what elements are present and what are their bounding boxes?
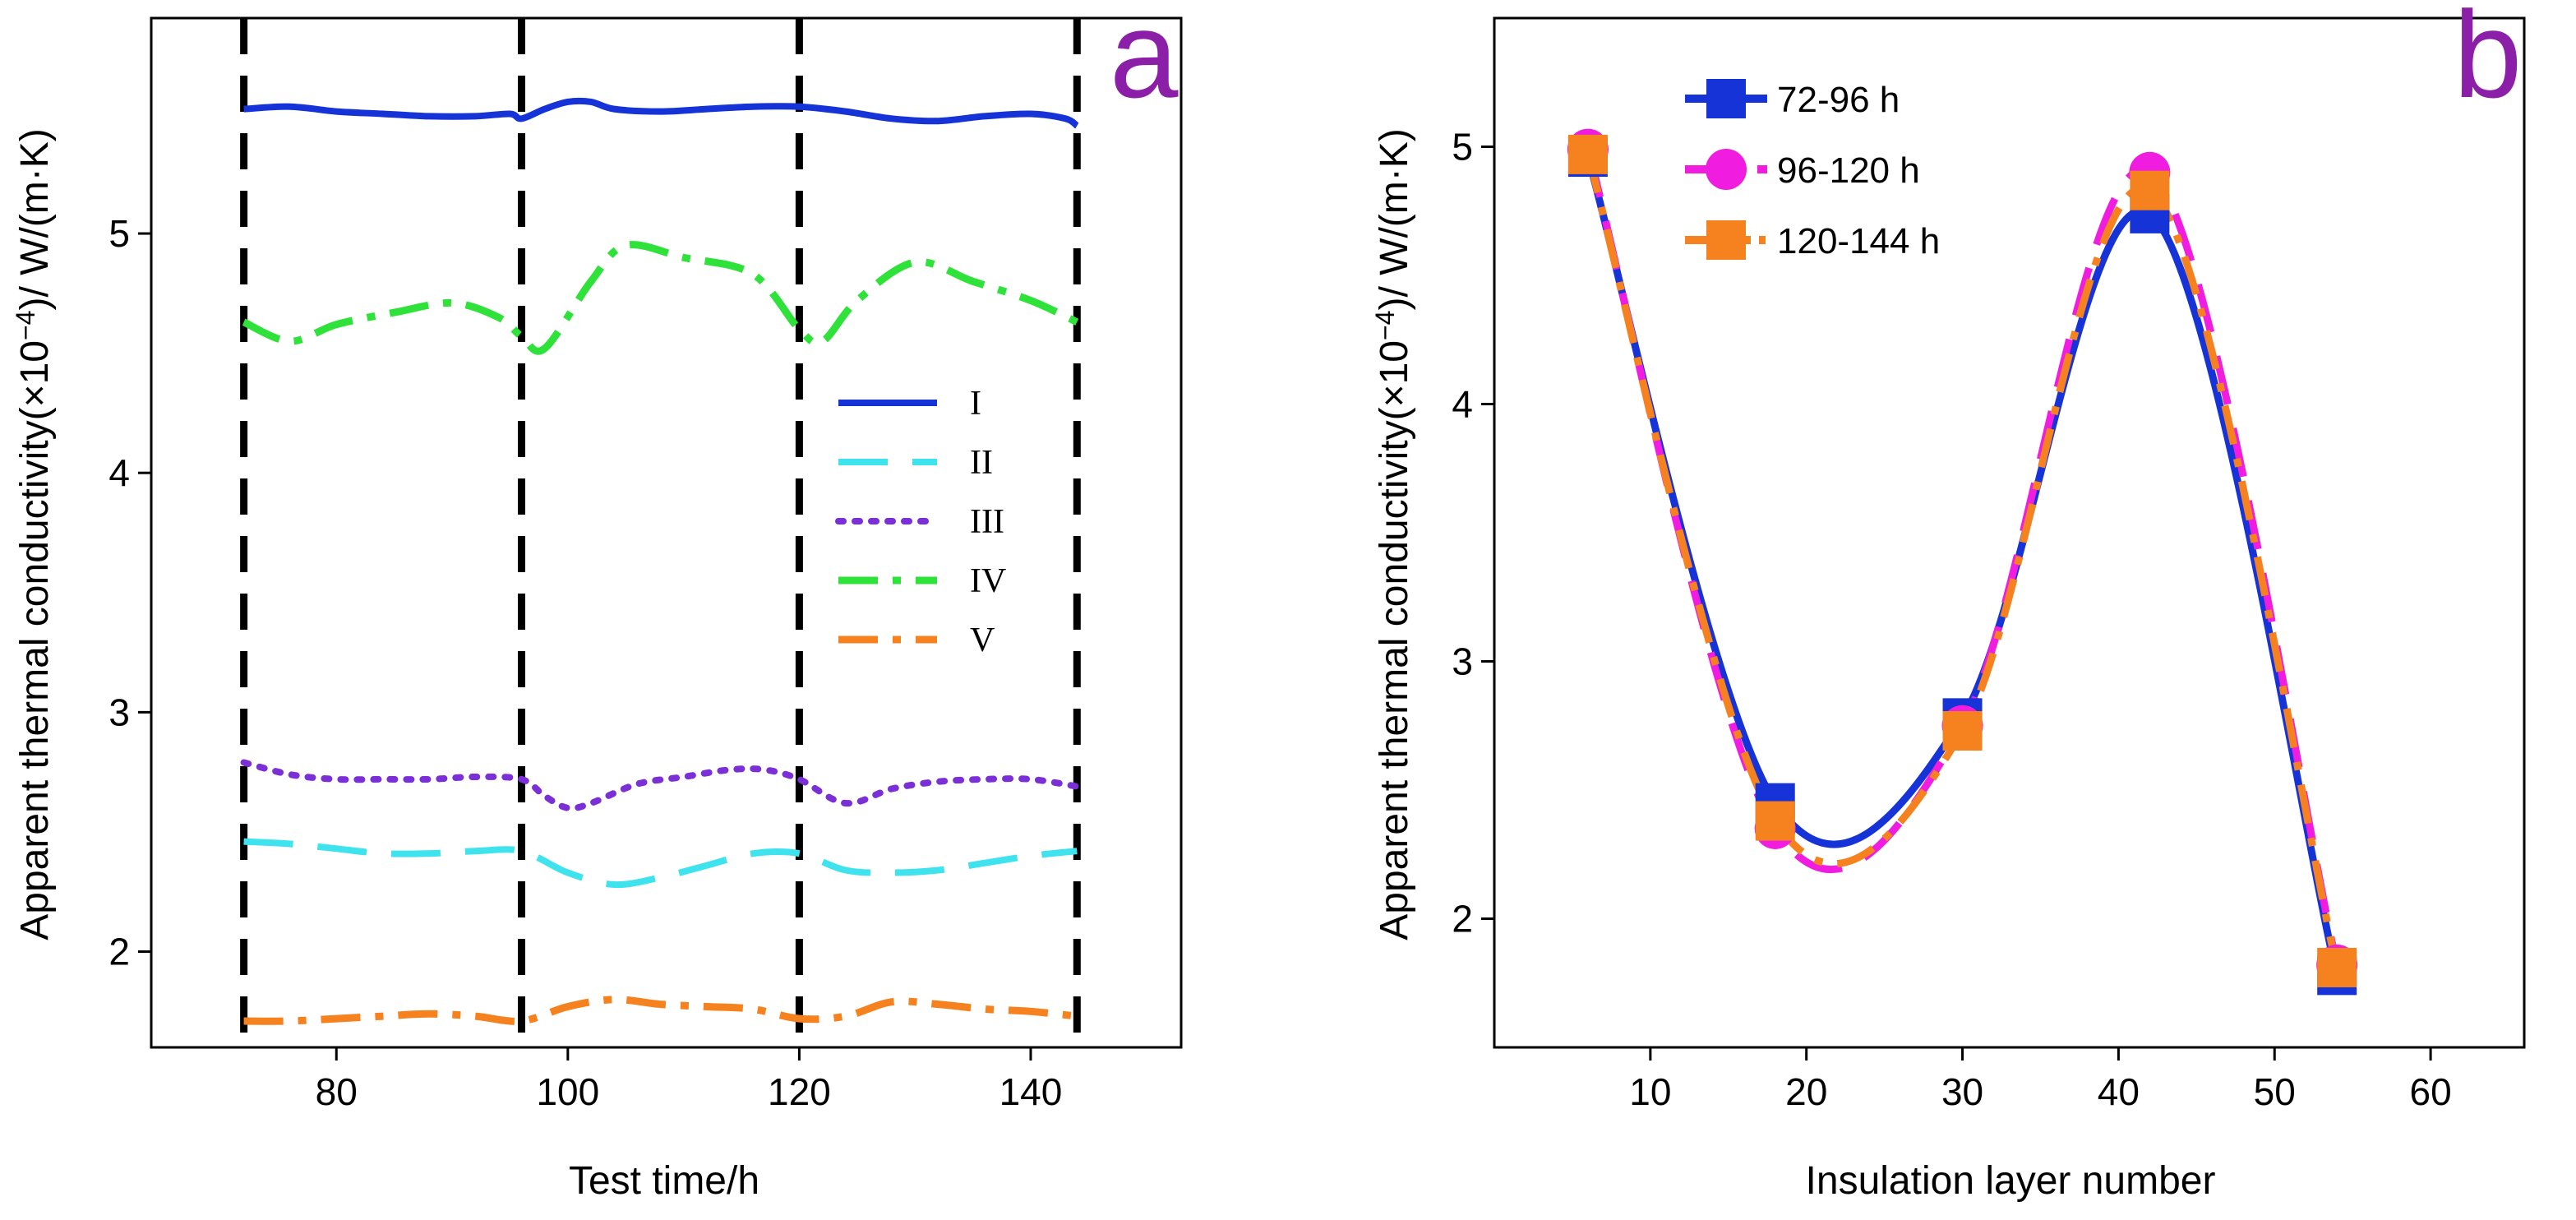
legend-label: I <box>970 385 981 423</box>
panel-a-y-ticks: 2 3 4 5 <box>108 212 151 973</box>
x-tick-label: 10 <box>1629 1070 1671 1113</box>
panel-a-series <box>240 97 1081 1025</box>
y-tick-label: 5 <box>1452 126 1473 169</box>
data-point-marker <box>2130 170 2170 210</box>
series-line-III <box>240 759 1081 812</box>
y-tick-label: 4 <box>1452 383 1473 426</box>
panel-b-plot-frame <box>1493 16 2526 1049</box>
data-point-marker <box>1567 134 1608 174</box>
legend-label: 72-96 h <box>1777 80 1900 120</box>
series-line-96-120 h <box>1584 148 2341 966</box>
legend-label: IV <box>970 562 1006 600</box>
legend-label: III <box>970 503 1004 541</box>
panel-a-label: a <box>1110 0 1179 123</box>
panel-a-y-axis-title: Apparent thermal conductivity(×10−4)/ W/… <box>11 128 57 940</box>
legend-marker <box>1706 220 1746 260</box>
x-tick-label: 60 <box>2410 1070 2452 1113</box>
x-tick-label: 80 <box>316 1070 358 1113</box>
data-point-marker <box>1755 801 1795 841</box>
series-line-II <box>243 838 1078 889</box>
panel-b-legend: 72-96 h 96-120 h 120-144 h <box>1685 79 1940 261</box>
series-line-120-144 h <box>1584 153 2341 969</box>
panel-b-chart: 10 20 30 40 50 60 2 3 4 5 Insulation layer numbe… <box>1370 0 2526 1203</box>
panel-a-plot-frame <box>150 16 1183 1049</box>
data-point-marker <box>2317 947 2357 987</box>
series-line-I <box>243 97 1079 129</box>
x-tick-label: 30 <box>1941 1070 1983 1113</box>
x-tick-label: 50 <box>2254 1070 2296 1113</box>
legend-marker <box>1706 79 1746 118</box>
panel-b-y-axis-title: Apparent thermal conductivity(×10−4)/ W/… <box>1370 128 1416 940</box>
x-tick-label: 20 <box>1785 1070 1827 1113</box>
legend-label: II <box>970 444 993 482</box>
series-line-72-96 h <box>1584 155 2341 977</box>
y-tick-label: 4 <box>108 451 130 494</box>
panel-a-vertical-markers <box>240 18 1081 1047</box>
panel-b-y-ticks: 2 3 4 5 <box>1452 126 1494 940</box>
panel-a-x-axis-title: Test time/h <box>569 1159 759 1203</box>
y-tick-label: 2 <box>108 931 130 973</box>
x-tick-label: 140 <box>999 1070 1063 1113</box>
y-tick-label: 3 <box>1452 640 1473 683</box>
y-tick-label: 3 <box>108 691 130 733</box>
panel-b-x-ticks: 10 20 30 40 50 60 <box>1629 1047 2452 1113</box>
panel-b-series <box>1567 128 2358 996</box>
panel-b-x-axis-title: Insulation layer number <box>1806 1159 2216 1203</box>
legend-marker <box>1706 149 1747 190</box>
panel-b-label: b <box>2454 0 2522 123</box>
y-tick-label: 5 <box>108 212 130 255</box>
series-line-V <box>243 996 1078 1025</box>
series-line-IV <box>242 241 1079 355</box>
data-point-marker <box>1942 711 1983 751</box>
legend-label: 96-120 h <box>1777 150 1920 191</box>
x-tick-label: 120 <box>768 1070 831 1113</box>
y-tick-label: 2 <box>1452 898 1473 940</box>
legend-label: V <box>970 622 995 659</box>
x-tick-label: 40 <box>2098 1070 2140 1113</box>
panel-a-x-ticks: 80 100 120 140 <box>316 1047 1063 1113</box>
panel-a-chart: 80 100 120 140 2 3 4 5 Test time/h Apparent th… <box>11 0 1183 1203</box>
legend-label: 120-144 h <box>1777 221 1940 261</box>
x-tick-label: 100 <box>536 1070 599 1113</box>
